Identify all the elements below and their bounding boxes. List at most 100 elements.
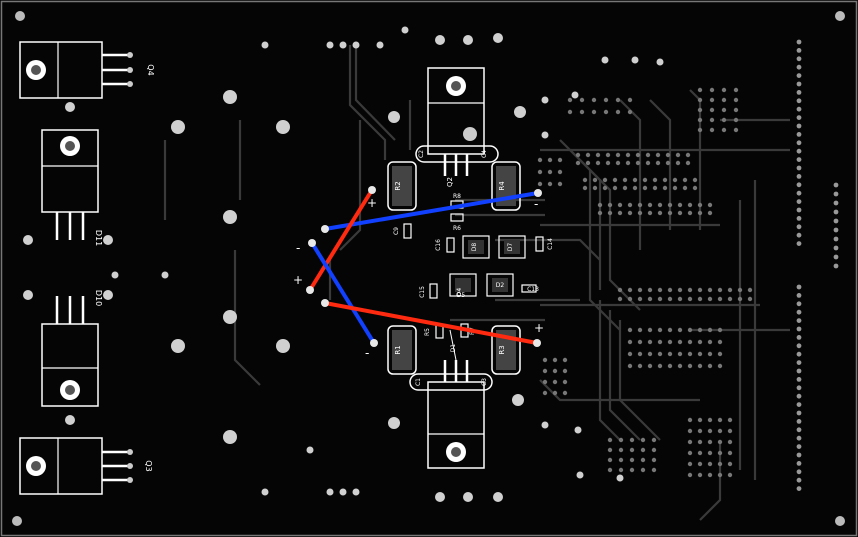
via [542, 357, 548, 363]
via [582, 177, 588, 183]
header-pin [796, 461, 802, 466]
via [627, 296, 633, 302]
pad [23, 235, 33, 245]
via [672, 177, 678, 183]
header-pin [796, 284, 802, 290]
via [637, 339, 643, 345]
via [647, 327, 653, 333]
via [618, 467, 624, 473]
via [597, 202, 603, 208]
label-d5: D5 [457, 292, 466, 299]
pad [161, 271, 169, 279]
via [632, 185, 638, 191]
via [662, 177, 668, 183]
via [617, 296, 623, 302]
header-pin [796, 241, 802, 247]
header-pin [796, 377, 802, 382]
via [602, 185, 608, 191]
via [651, 467, 657, 473]
pad [401, 26, 409, 34]
via [627, 97, 633, 103]
via [635, 160, 641, 166]
via [697, 127, 703, 133]
header-pin [796, 148, 802, 154]
label-q3: Q3 [144, 460, 153, 471]
via [707, 472, 713, 478]
label-r8: R8 [453, 193, 461, 200]
via [657, 210, 663, 216]
label-r2: R2 [394, 181, 402, 190]
via [625, 160, 631, 166]
via [727, 450, 733, 456]
mounting-holes [12, 11, 845, 526]
via [657, 202, 663, 208]
via [733, 117, 739, 123]
via [637, 327, 643, 333]
via [592, 177, 598, 183]
label-c14: C14 [547, 238, 554, 250]
pad [571, 91, 579, 99]
via [651, 457, 657, 463]
via [747, 287, 753, 293]
via [662, 185, 668, 191]
via [617, 287, 623, 293]
via [709, 127, 715, 133]
via [607, 202, 613, 208]
header-pin [796, 293, 802, 298]
via [552, 390, 558, 396]
via [697, 287, 703, 293]
pad [514, 106, 526, 118]
via [665, 160, 671, 166]
via [717, 461, 723, 467]
label-c2: C2 [418, 150, 425, 158]
via [667, 202, 673, 208]
capacitor-c9: C9 [393, 223, 412, 239]
via [612, 185, 618, 191]
via [667, 210, 673, 216]
pad [493, 33, 503, 43]
label-c15: C15 [419, 286, 426, 298]
pad [339, 41, 347, 49]
via [697, 202, 703, 208]
via [562, 379, 568, 385]
via [552, 379, 558, 385]
via [622, 177, 628, 183]
via [697, 327, 703, 333]
via [677, 210, 683, 216]
via [647, 287, 653, 293]
via [651, 437, 657, 443]
via [687, 439, 693, 445]
via [697, 87, 703, 93]
via [591, 97, 597, 103]
via [579, 109, 585, 115]
via [542, 390, 548, 396]
pad [223, 90, 237, 104]
via [727, 472, 733, 478]
via [697, 428, 703, 434]
via [597, 210, 603, 216]
via [647, 202, 653, 208]
pad [261, 41, 269, 49]
via [687, 428, 693, 434]
via [707, 202, 713, 208]
polarity-plus-top: + [367, 196, 377, 210]
via [737, 287, 743, 293]
label-d2: D2 [496, 282, 505, 289]
header-pin [833, 200, 839, 206]
via [622, 185, 628, 191]
header-pin [796, 174, 802, 179]
via [552, 368, 558, 374]
via [562, 368, 568, 374]
via [707, 417, 713, 423]
via [567, 97, 573, 103]
via [618, 457, 624, 463]
via [677, 327, 683, 333]
via [687, 202, 693, 208]
via [727, 439, 733, 445]
via [727, 461, 733, 467]
diode-d7: D7 [498, 235, 526, 259]
wire-endpoints [306, 186, 542, 347]
resistor-r2: R2 [387, 161, 417, 211]
pad [631, 56, 639, 64]
